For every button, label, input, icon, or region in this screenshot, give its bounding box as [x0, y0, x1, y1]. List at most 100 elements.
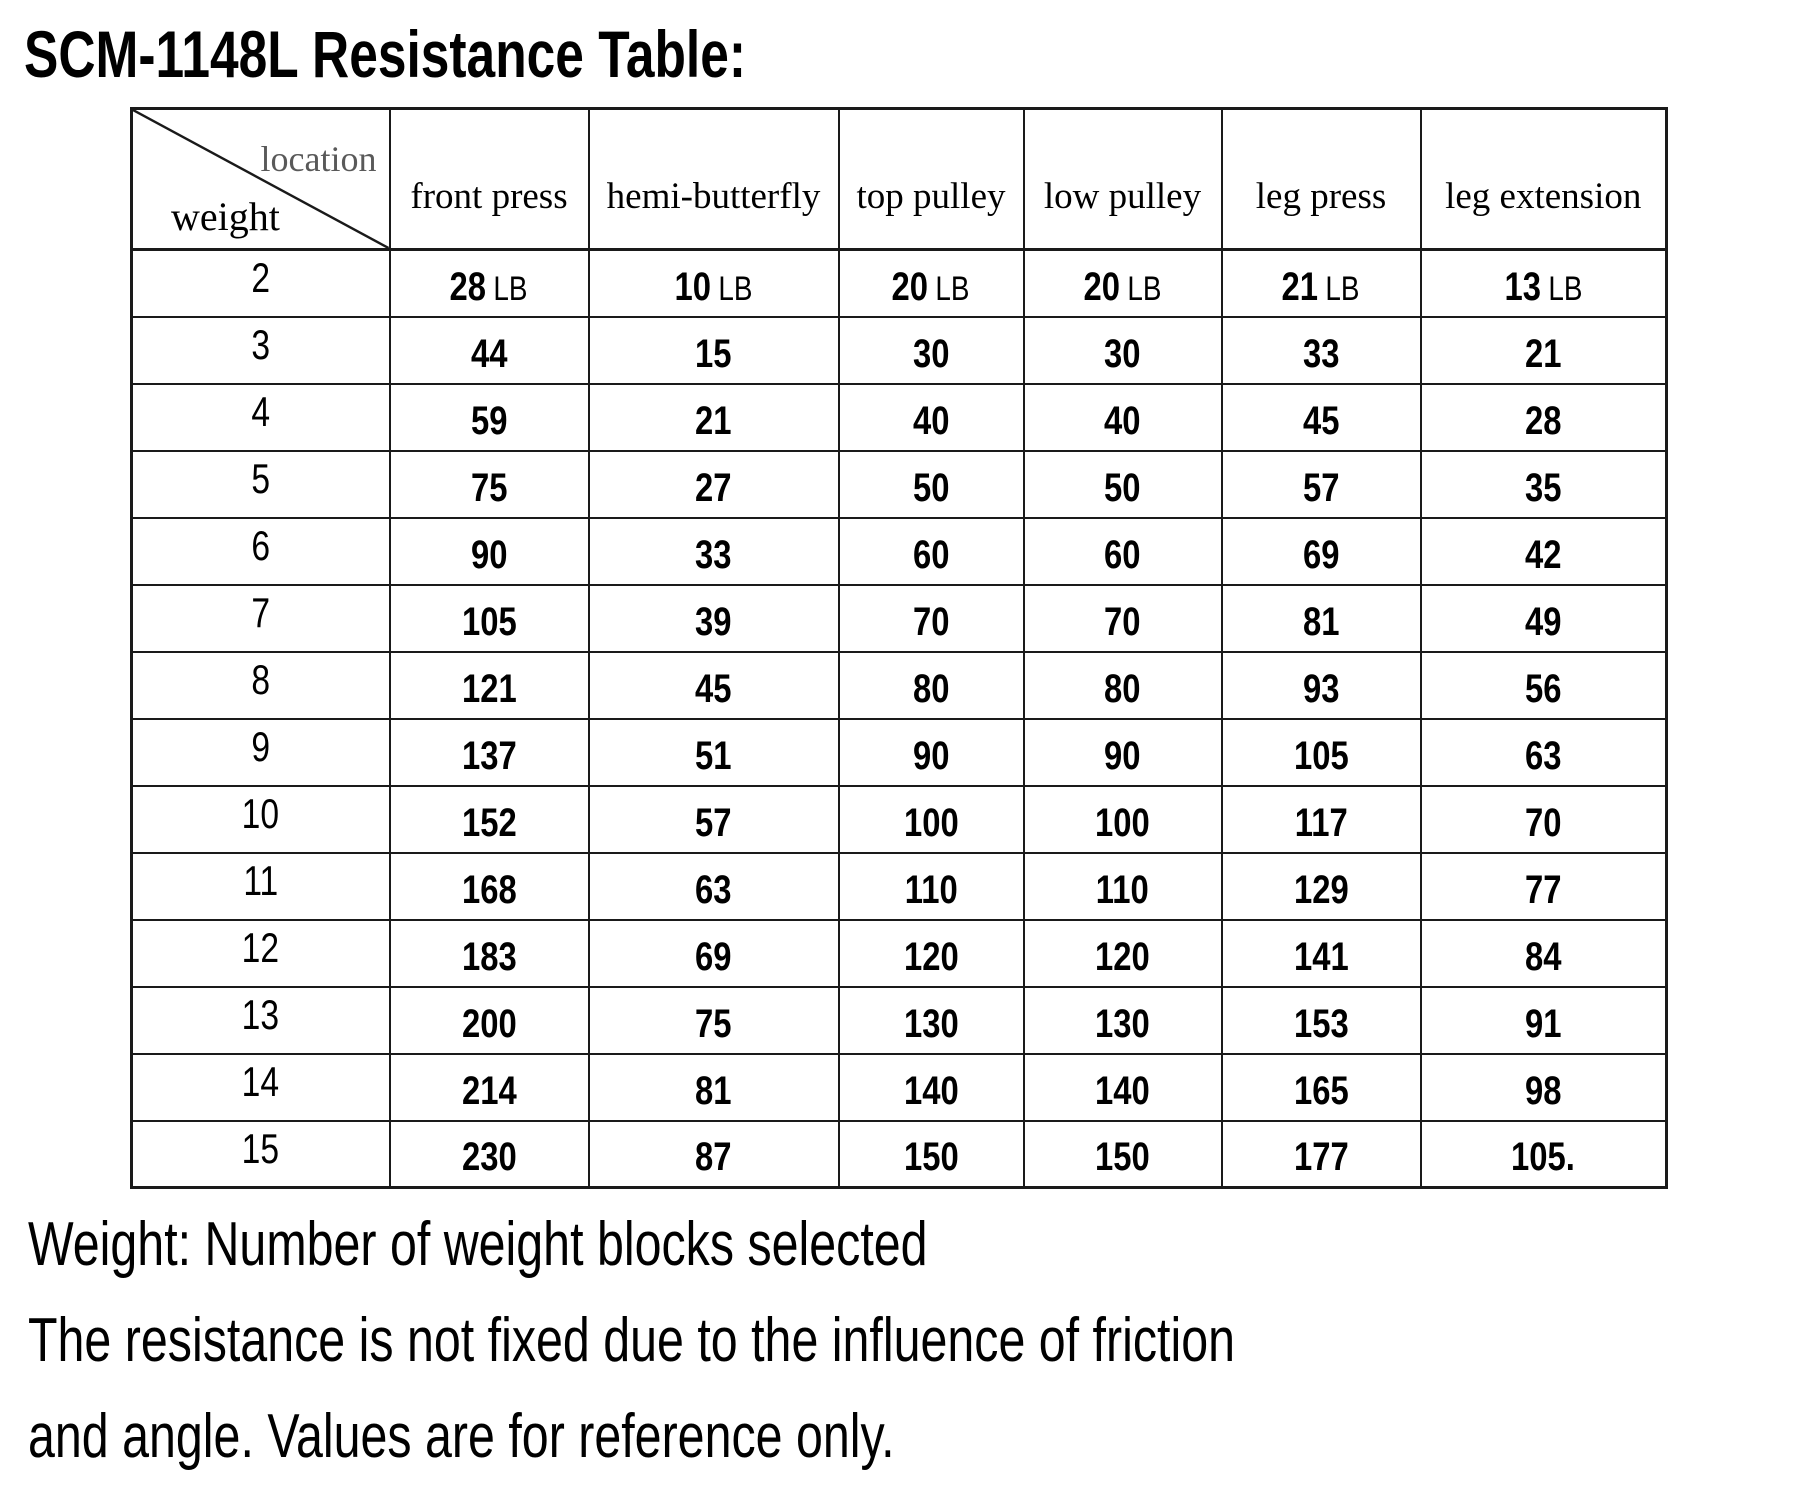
resistance-value-cell: 100 [1022, 784, 1223, 854]
resistance-value-cell: 90 [837, 717, 1025, 787]
weight-value: 3 [251, 321, 271, 368]
resistance-value-cell: 69 [587, 918, 840, 988]
resistance-value: 51 [695, 733, 732, 778]
resistance-value-cell: 120 [837, 918, 1025, 988]
resistance-value-cell: 150 [1022, 1119, 1223, 1189]
column-header-front-press: front press [388, 107, 590, 251]
resistance-value-cell: 45 [1220, 382, 1422, 452]
resistance-value: 130 [1095, 1001, 1150, 1046]
resistance-value-cell: 21 [1419, 315, 1668, 385]
resistance-value-cell: 77 [1419, 851, 1668, 921]
resistance-value-cell: 30 [837, 315, 1025, 385]
resistance-value-cell: 60 [1022, 516, 1223, 586]
resistance-value: 91 [1525, 1001, 1562, 1046]
resistance-value-cell: 93 [1220, 650, 1422, 720]
resistance-value: 177 [1293, 1135, 1349, 1180]
resistance-value: 39 [695, 599, 732, 644]
resistance-value: 28 [450, 264, 487, 309]
resistance-value-cell: 87 [587, 1119, 840, 1189]
resistance-value: 200 [461, 1001, 517, 1046]
resistance-value: 183 [461, 934, 517, 979]
resistance-value-cell: 70 [837, 583, 1025, 653]
resistance-value: 70 [1525, 800, 1562, 845]
diagonal-line [133, 110, 389, 248]
column-header-leg-extension: leg extension [1419, 107, 1668, 251]
resistance-value: 50 [912, 465, 950, 510]
resistance-value-cell: 75 [388, 449, 590, 519]
resistance-value-cell: 121 [388, 650, 590, 720]
resistance-value-cell: 98 [1419, 1052, 1668, 1122]
weight-value: 12 [242, 924, 280, 971]
resistance-value-cell: 129 [1220, 851, 1422, 921]
weight-value: 7 [251, 589, 271, 636]
resistance-value: 35 [1525, 465, 1562, 510]
resistance-value: 214 [461, 1068, 517, 1113]
resistance-value: 100 [903, 800, 959, 845]
resistance-value: 13 [1504, 264, 1541, 309]
corner-header-cell: location weight [130, 107, 391, 251]
resistance-value: 75 [695, 1001, 732, 1046]
resistance-value: 33 [695, 532, 732, 577]
weight-value: 6 [251, 522, 271, 569]
resistance-value-cell: 140 [1022, 1052, 1223, 1122]
resistance-value: 77 [1525, 867, 1562, 912]
column-header-low-pulley: low pulley [1022, 107, 1223, 251]
resistance-value-cell: 165 [1220, 1052, 1422, 1122]
unit-label: LB [1127, 269, 1162, 308]
weight-cell: 15 [130, 1119, 391, 1189]
weight-cell: 13 [130, 985, 391, 1055]
weight-value: 9 [251, 723, 271, 770]
column-header-leg-press: leg press [1220, 107, 1422, 251]
resistance-value: 105 [461, 599, 517, 644]
resistance-value-cell: 105. [1419, 1119, 1668, 1189]
resistance-value: 105 [1293, 733, 1349, 778]
resistance-value: 129 [1293, 867, 1349, 912]
resistance-value: 21 [695, 398, 732, 443]
resistance-value: 21 [1282, 264, 1319, 309]
resistance-value-cell: 50 [1022, 449, 1223, 519]
resistance-value: 110 [904, 867, 958, 912]
resistance-value-cell: 137 [388, 717, 590, 787]
table-body: 2 28 LB 10 LB 20 LB 20 LB 21 LB 13 LB 3 44 15 30 30 33 21 4 5… [130, 248, 1668, 1189]
resistance-value: 121 [461, 666, 517, 711]
resistance-value: 130 [903, 1001, 959, 1046]
resistance-value: 87 [695, 1135, 732, 1180]
resistance-value-cell: 10 LB [587, 248, 840, 318]
resistance-value-cell: 81 [587, 1052, 840, 1122]
weight-value: 5 [251, 455, 271, 502]
header-row: location weight front press hemi-butterfl… [130, 107, 1668, 251]
resistance-value-cell: 42 [1419, 516, 1668, 586]
weight-cell: 12 [130, 918, 391, 988]
weight-cell: 8 [130, 650, 391, 720]
resistance-value: 21 [1525, 331, 1562, 376]
resistance-value-cell: 13 LB [1419, 248, 1668, 318]
resistance-value: 168 [461, 867, 517, 912]
resistance-value: 28 [1525, 398, 1562, 443]
resistance-value-cell: 50 [837, 449, 1025, 519]
footer-note-weight-definition: Weight: Number of weight blocks selected [28, 1210, 928, 1279]
resistance-value-cell: 117 [1220, 784, 1422, 854]
resistance-value-cell: 177 [1220, 1119, 1422, 1189]
resistance-value-cell: 28 LB [388, 248, 590, 318]
table-row-weight-4: 4 59 21 40 40 45 28 [130, 382, 1668, 452]
resistance-value: 20 [1083, 264, 1121, 309]
resistance-value: 90 [470, 532, 508, 577]
table-row-weight-7: 7 105 39 70 70 81 49 [130, 583, 1668, 653]
resistance-value-cell: 49 [1419, 583, 1668, 653]
resistance-value: 140 [903, 1068, 959, 1113]
resistance-value: 80 [912, 666, 950, 711]
resistance-value-cell: 40 [837, 382, 1025, 452]
resistance-value: 137 [461, 733, 517, 778]
resistance-value-cell: 130 [1022, 985, 1223, 1055]
resistance-value: 56 [1525, 666, 1562, 711]
resistance-value-cell: 140 [837, 1052, 1025, 1122]
resistance-value-cell: 59 [388, 382, 590, 452]
resistance-value: 59 [470, 398, 508, 443]
resistance-value: 140 [1095, 1068, 1150, 1113]
resistance-value: 63 [695, 867, 732, 912]
page-title: SCM-1148L Resistance Table: [24, 16, 950, 92]
resistance-value-cell: 35 [1419, 449, 1668, 519]
table-row-weight-2: 2 28 LB 10 LB 20 LB 20 LB 21 LB 13 LB [130, 248, 1668, 318]
resistance-value: 80 [1104, 666, 1141, 711]
